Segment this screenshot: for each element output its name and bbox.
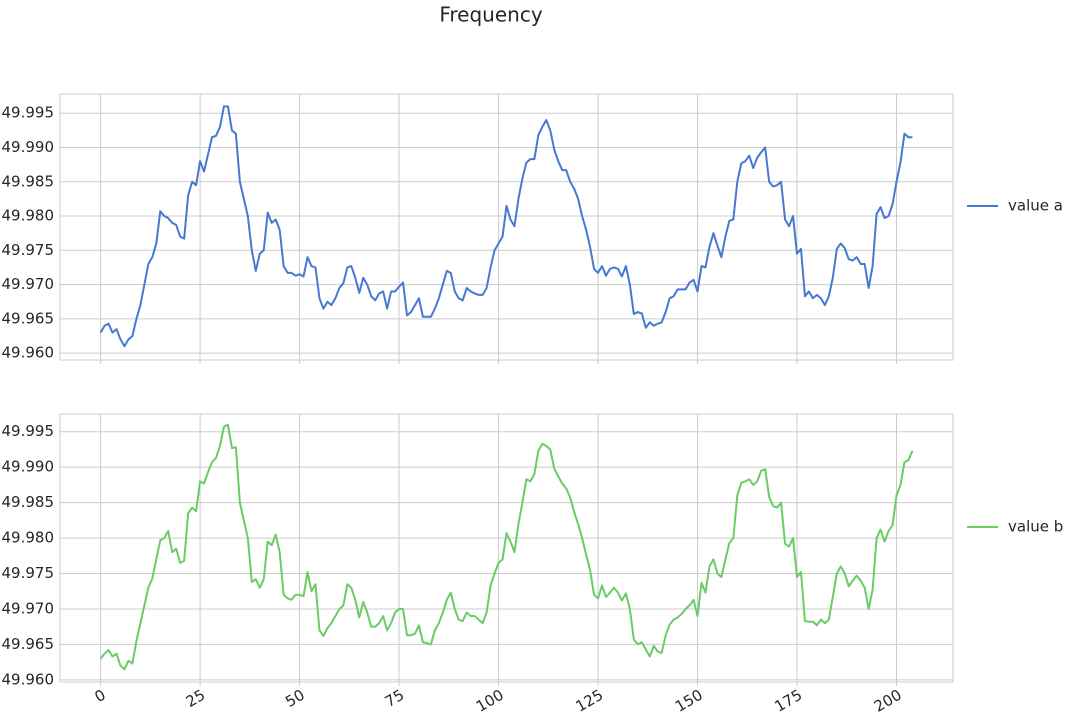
legend-label: value b (1008, 518, 1063, 536)
y-tick-label: 49.975 (2, 241, 55, 259)
x-tick-label: 25 (183, 686, 209, 711)
line (99, 105, 913, 348)
x-tick-label: 200 (871, 686, 905, 716)
y-tick-label: 49.965 (2, 309, 55, 327)
y-tick-label: 49.990 (2, 138, 55, 156)
y-tick-label: 49.980 (2, 207, 55, 225)
x-tick-label: 175 (771, 686, 805, 716)
y-tick-label: 49.985 (2, 172, 55, 190)
y-tick-label: 49.960 (2, 344, 55, 362)
y-tick-label: 49.985 (2, 493, 55, 511)
x-tick-label: 100 (473, 686, 507, 716)
plot-frame (59, 413, 954, 683)
x-tick-label: 50 (282, 686, 308, 711)
y-tick-label: 49.965 (2, 635, 55, 653)
y-tick-label: 49.990 (2, 458, 55, 476)
y-tick-label: 49.975 (2, 564, 55, 582)
x-tick-label: 125 (572, 686, 606, 716)
x-tick-label: 150 (672, 686, 706, 716)
y-tick-label: 49.960 (2, 670, 55, 688)
x-tick-label: 0 (92, 686, 109, 706)
y-tick-label: 49.970 (2, 599, 55, 617)
line (99, 423, 914, 671)
x-tick-label: 75 (382, 686, 408, 711)
plot-frame (59, 93, 954, 361)
y-tick-label: 49.995 (2, 104, 55, 122)
legend-label: value a (1008, 197, 1063, 215)
y-tick-label: 49.995 (2, 422, 55, 440)
y-tick-label: 49.970 (2, 275, 55, 293)
y-tick-label: 49.980 (2, 529, 55, 547)
figure-title: Frequency (439, 3, 542, 27)
